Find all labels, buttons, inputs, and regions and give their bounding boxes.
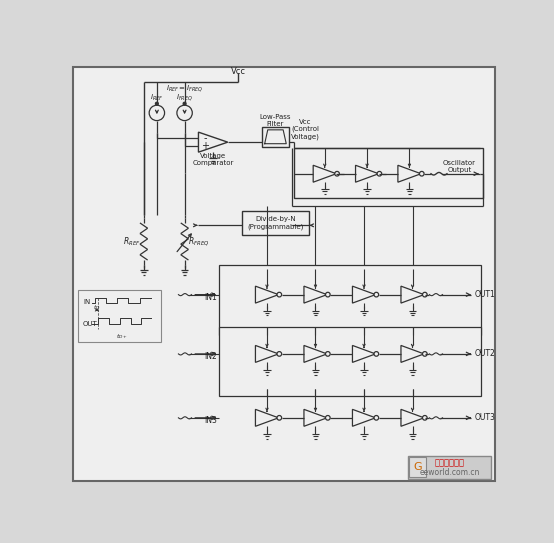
Polygon shape [352, 286, 376, 303]
Text: Vcc: Vcc [231, 67, 246, 76]
Text: Divide-by-N
(Programmable): Divide-by-N (Programmable) [247, 216, 304, 230]
Polygon shape [398, 165, 421, 182]
Bar [219, 266, 481, 334]
Polygon shape [255, 286, 279, 303]
Polygon shape [255, 345, 279, 362]
Circle shape [326, 415, 330, 420]
Text: G: G [414, 462, 422, 472]
Circle shape [183, 102, 186, 105]
Text: Voltage
Comparator: Voltage Comparator [192, 153, 234, 166]
Polygon shape [352, 345, 376, 362]
Polygon shape [198, 132, 228, 152]
Text: -: - [204, 134, 207, 143]
Text: OUT3: OUT3 [475, 413, 496, 422]
Text: IN1: IN1 [204, 293, 217, 302]
Text: $R_{REF}$: $R_{REF}$ [122, 235, 140, 248]
Bar [294, 148, 483, 198]
Polygon shape [352, 409, 376, 426]
Circle shape [423, 415, 427, 420]
Circle shape [374, 415, 378, 420]
Text: $t_D$: $t_D$ [93, 303, 101, 312]
Text: 电子工程世界: 电子工程世界 [434, 459, 464, 468]
Circle shape [156, 102, 158, 105]
Text: $t_{D+}$: $t_{D+}$ [116, 332, 127, 340]
Bar [261, 127, 289, 147]
Bar [78, 290, 162, 342]
Circle shape [419, 172, 424, 176]
Text: Oscillator
Output: Oscillator Output [443, 160, 476, 173]
Circle shape [277, 292, 281, 297]
Polygon shape [255, 409, 279, 426]
Circle shape [149, 105, 165, 121]
Circle shape [374, 352, 378, 356]
Circle shape [177, 105, 192, 121]
Circle shape [326, 352, 330, 356]
Polygon shape [401, 409, 424, 426]
Text: Low-Pass
Filter: Low-Pass Filter [260, 114, 291, 127]
Circle shape [374, 292, 378, 297]
Text: OUT1: OUT1 [475, 290, 496, 299]
Polygon shape [304, 409, 327, 426]
Text: $R_{FREQ}$: $R_{FREQ}$ [188, 235, 209, 248]
Text: IN2: IN2 [204, 352, 217, 362]
Bar [409, 457, 427, 477]
Circle shape [277, 352, 281, 356]
Text: $I_{FREQ}$: $I_{FREQ}$ [176, 92, 193, 103]
Text: OUT2: OUT2 [475, 349, 496, 358]
Polygon shape [401, 345, 424, 362]
Circle shape [277, 415, 281, 420]
Polygon shape [304, 345, 327, 362]
Polygon shape [356, 165, 378, 182]
Text: eeworld.com.cn: eeworld.com.cn [419, 468, 480, 477]
Text: IN3: IN3 [204, 416, 217, 425]
Bar [242, 211, 309, 235]
Circle shape [423, 292, 427, 297]
Text: Vcc
(Control
Voltage): Vcc (Control Voltage) [291, 118, 320, 140]
Text: +: + [202, 141, 209, 151]
Text: IN: IN [83, 299, 90, 305]
Circle shape [335, 172, 340, 176]
Polygon shape [313, 165, 336, 182]
Bar [219, 327, 481, 396]
Text: $I_{REF} = I_{FREQ}$: $I_{REF} = I_{FREQ}$ [166, 83, 203, 93]
Text: $I_{REF}$: $I_{REF}$ [150, 92, 163, 103]
Polygon shape [304, 286, 327, 303]
Bar [408, 456, 491, 478]
Text: OUT: OUT [83, 321, 98, 327]
Polygon shape [401, 286, 424, 303]
Circle shape [326, 292, 330, 297]
Circle shape [377, 172, 382, 176]
Circle shape [423, 352, 427, 356]
